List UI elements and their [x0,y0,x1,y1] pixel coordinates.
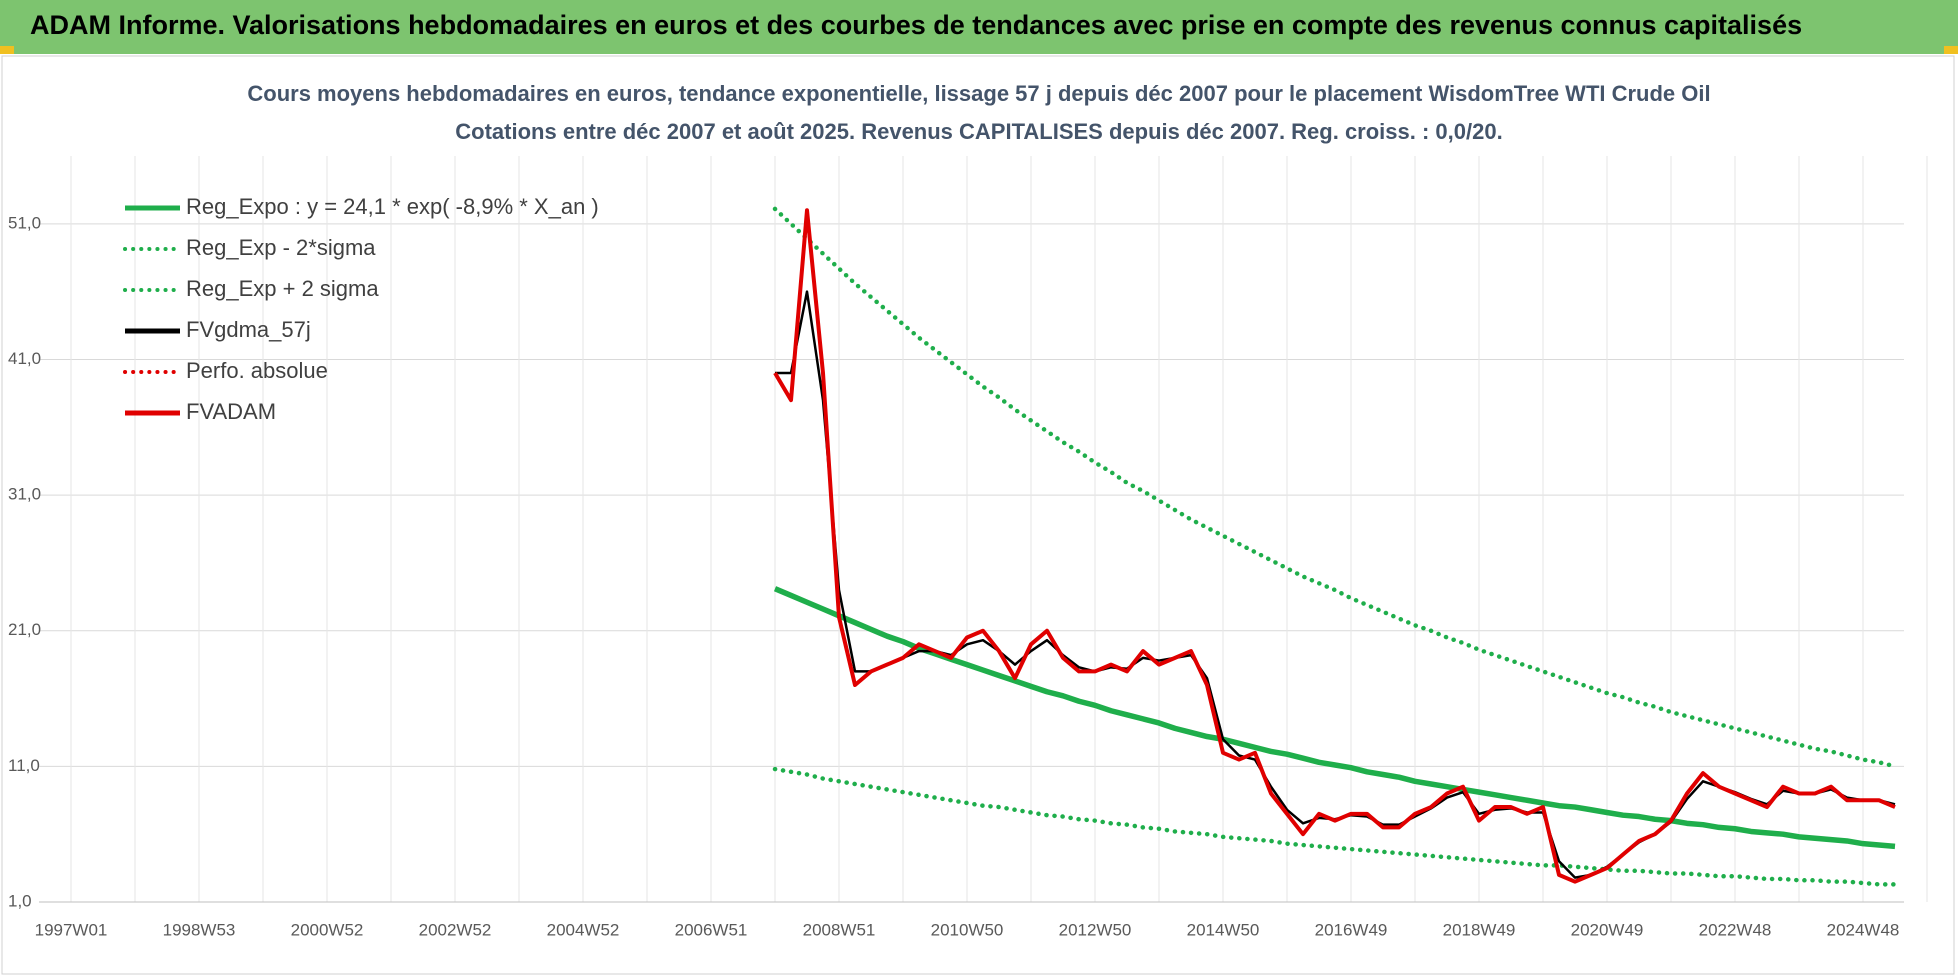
series-line [773,208,1896,884]
frame [1,55,1955,975]
x-tick-label: 2000W52 [291,920,364,939]
x-tick-label: 2014W50 [1187,920,1260,939]
y-tick-label: 31,0 [8,485,41,504]
x-tick-label: 2012W50 [1059,920,1132,939]
corner [1944,46,1958,54]
header-bar [0,0,1958,54]
y-tick-label: 11,0 [8,756,40,775]
y-tick-label: 41,0 [8,349,41,368]
x-tick-label: 1997W01 [35,920,108,939]
x-tick-label: 2016W49 [1315,920,1388,939]
x-tick-label: 2002W52 [419,920,492,939]
chart-subtitle: Cotations entre déc 2007 et août 2025. R… [455,119,1502,144]
header-title: ADAM Informe. Valorisations hebdomadaire… [30,10,1802,40]
chart-title: Cours moyens hebdomadaires en euros, ten… [247,81,1710,106]
x-tick-label: 2018W49 [1443,920,1516,939]
x-tick-label: 2004W52 [547,920,620,939]
legend-label: FVgdma_57j [186,317,311,342]
y-tick-label: 21,0 [8,620,41,639]
legend-label: FVADAM [186,399,276,424]
x-tick-label: 2008W51 [803,920,876,939]
x-tick-label: 2020W49 [1571,920,1644,939]
series-line [772,206,1898,769]
corner [0,46,14,54]
legend-label: Reg_Exp + 2 sigma [186,276,379,301]
y-tick-label: 1,0 [8,891,32,910]
legend-label: Reg_Expo : y = 24,1 * exp( -8,9% * X_an … [186,194,599,219]
series-line [773,586,1896,850]
x-tick-label: 2010W50 [931,920,1004,939]
x-tick-label: 2006W51 [675,920,748,939]
x-tick-label: 2024W48 [1827,920,1900,939]
series-line [772,766,1898,887]
x-tick-label: 2022W48 [1699,920,1772,939]
x-tick-label: 1998W53 [163,920,236,939]
legend-label: Reg_Exp - 2*sigma [186,235,376,260]
legend-label: Perfo. absolue [186,358,328,383]
y-tick-label: 51,0 [8,213,41,232]
